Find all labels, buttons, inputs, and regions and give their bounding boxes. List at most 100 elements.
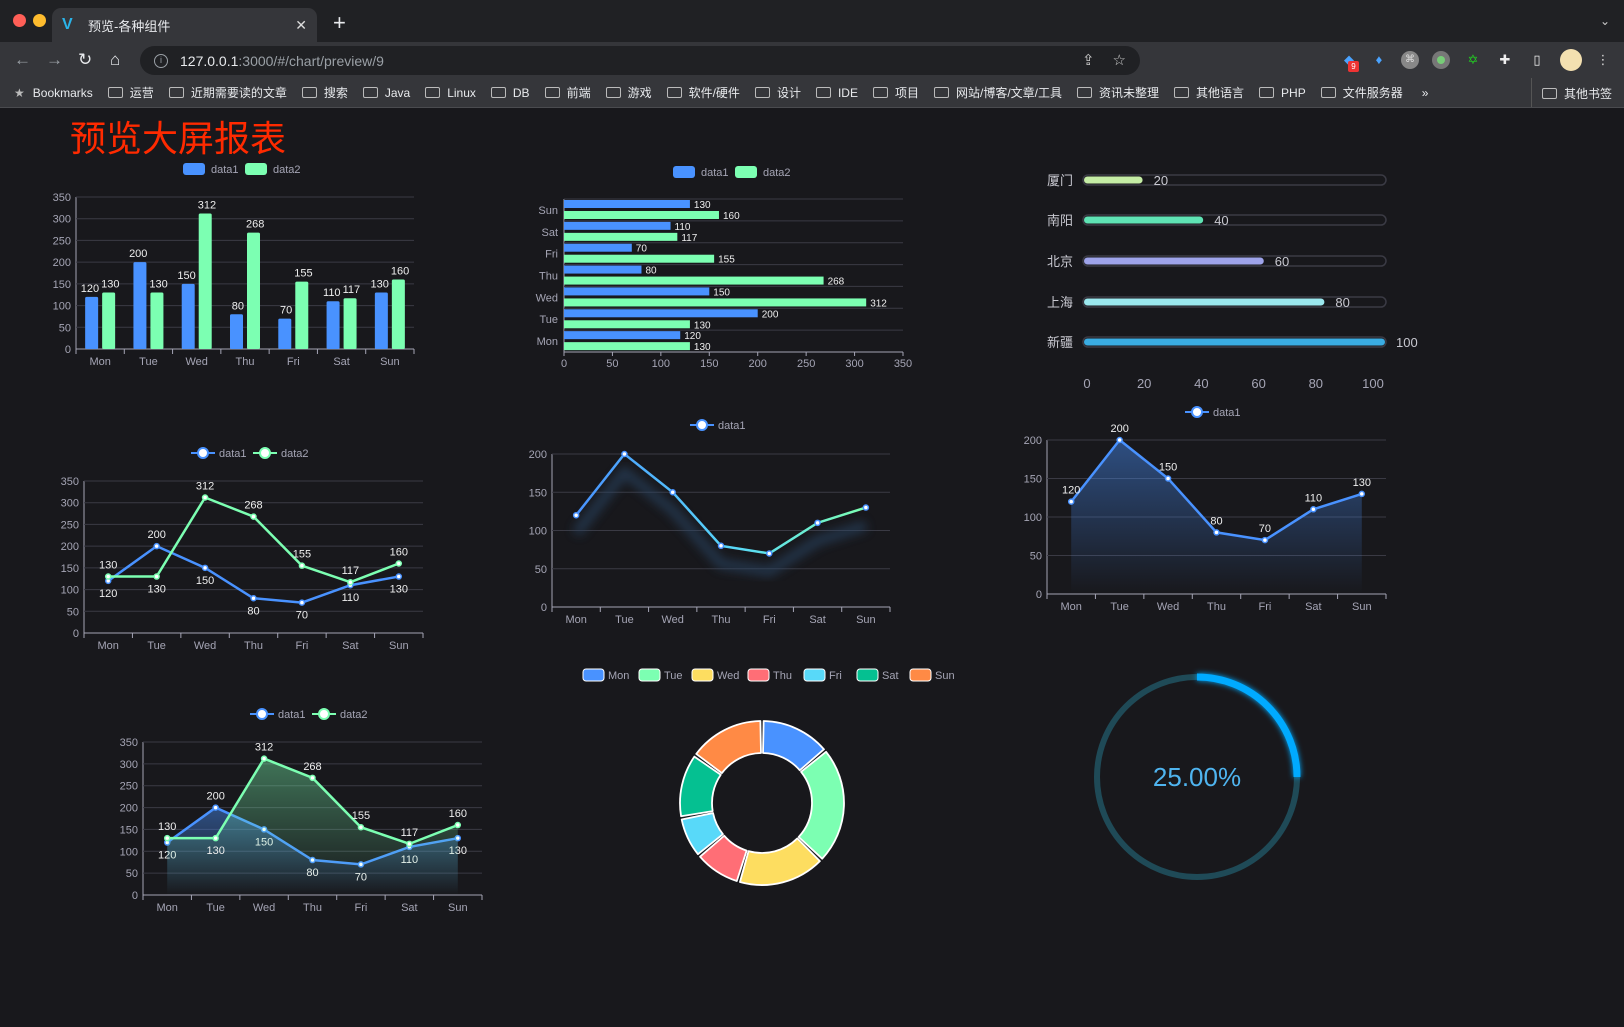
pie-slice-Sat	[679, 755, 722, 818]
folder-icon	[1077, 87, 1092, 98]
bookmark-folder[interactable]: 前端	[544, 84, 591, 101]
bookmark-star-icon[interactable]: ☆	[1112, 52, 1126, 69]
back-icon[interactable]: ←	[14, 50, 31, 69]
bookmark-folder[interactable]: IDE	[815, 84, 858, 101]
point-marker	[621, 450, 628, 458]
legend-item-data2[interactable]: data2	[735, 166, 791, 179]
bookmark-folder[interactable]: DB	[490, 84, 530, 101]
bookmark-folder[interactable]: 设计	[754, 84, 801, 101]
bookmark-folder[interactable]: 项目	[872, 84, 919, 101]
bookmarks-overflow[interactable]: »	[1422, 86, 1429, 100]
bookmark-folder[interactable]: 文件服务器	[1320, 84, 1403, 101]
legend-item-Mon[interactable]: Mon	[582, 668, 629, 682]
legend-item-Wed[interactable]: Wed	[691, 668, 739, 682]
new-tab-button[interactable]: +	[333, 10, 346, 35]
bookmark-folder[interactable]: 搜索	[301, 84, 348, 101]
folder-icon	[362, 87, 378, 98]
legend-item-data1[interactable]: data1	[673, 166, 729, 179]
legend-item-Fri[interactable]: Fri	[803, 668, 842, 682]
command-extension-icon[interactable]: ⌘	[1401, 51, 1419, 69]
point-marker	[347, 578, 354, 586]
legend-item-Tue[interactable]: Tue	[638, 668, 683, 682]
point-marker	[1358, 490, 1366, 498]
bookmarks-button[interactable]: ★ Bookmarks	[14, 86, 93, 100]
y-tick-label: 100	[53, 301, 71, 313]
data-label: 268	[828, 277, 845, 288]
profile-avatar[interactable]	[1560, 49, 1582, 71]
bookmark-folder[interactable]: 软件/硬件	[666, 84, 740, 101]
data-label: 120	[684, 331, 701, 342]
site-info-icon[interactable]: i	[154, 53, 168, 68]
area-data1	[1071, 440, 1362, 594]
menu-icon[interactable]: ⋮	[1596, 52, 1610, 67]
legend-marker-icon	[259, 447, 271, 459]
y-tick-label: 200	[120, 803, 138, 815]
legend-marker-icon	[197, 447, 209, 459]
legend-item-data1[interactable]: data1	[183, 163, 239, 176]
progress-fill	[1084, 257, 1264, 265]
legend-item-data2[interactable]: data2	[312, 708, 368, 721]
bookmark-folder[interactable]: 网站/博客/文章/工具	[933, 84, 1062, 101]
data-label: 80	[1335, 295, 1349, 310]
forward-icon[interactable]: →	[46, 50, 63, 69]
x-tick-label: 300	[845, 358, 863, 370]
data-label: 110	[342, 592, 360, 604]
y-tick-label: Sat	[541, 227, 558, 239]
legend-item-data1[interactable]: data1	[1185, 406, 1241, 419]
x-tick-label: 100	[1362, 376, 1384, 391]
minimize-window-button[interactable]	[33, 14, 46, 27]
x-tick-label: Mon	[98, 640, 119, 652]
legend-item-data2[interactable]: data2	[253, 447, 309, 460]
pie-slice-Fri	[680, 812, 724, 856]
line-shadow	[572, 464, 868, 577]
puzzle-extensions-icon[interactable]: ✚	[1499, 52, 1511, 67]
address-bar[interactable]: i 127.0.0.1:3000/#/chart/preview/9 ⇪ ☆	[140, 46, 1140, 75]
bookmark-folder[interactable]: Linux	[425, 84, 476, 101]
data-label: 268	[244, 500, 262, 512]
legend-item-data2[interactable]: data2	[245, 163, 301, 176]
other-bookmarks[interactable]: 其他书签	[1530, 78, 1612, 107]
y-tick-label: 100	[120, 846, 138, 858]
home-icon[interactable]: ⌂	[110, 50, 121, 69]
x-tick-label: Thu	[244, 640, 263, 652]
bookmark-folder[interactable]: 近期需要读的文章	[168, 84, 287, 101]
legend-item-Sat[interactable]: Sat	[856, 668, 899, 682]
share-icon[interactable]: ⇪	[1081, 52, 1095, 69]
bookmark-folder[interactable]: Java	[362, 84, 410, 101]
point-marker	[1067, 498, 1075, 505]
close-window-button[interactable]	[13, 14, 26, 27]
bookmark-folder[interactable]: 游戏	[605, 84, 652, 101]
extension-icon[interactable]: ◆ 9	[1340, 51, 1359, 72]
data-label: 268	[303, 761, 321, 773]
circle-extension-icon[interactable]	[1432, 51, 1450, 69]
legend-item-Sun[interactable]: Sun	[909, 668, 955, 682]
legend-item-data1[interactable]: data1	[690, 419, 746, 432]
bar-data1	[133, 262, 147, 349]
data-label: 160	[391, 266, 409, 278]
tab-search-chevron-icon[interactable]: ⌄	[1599, 14, 1610, 28]
bookmark-folder[interactable]: PHP	[1259, 84, 1306, 101]
bookmark-folder[interactable]: 运营	[107, 84, 154, 101]
reload-icon[interactable]: ↻	[78, 50, 93, 69]
side-panel-icon[interactable]: ▯	[1533, 52, 1541, 67]
legend-item-Thu[interactable]: Thu	[747, 668, 792, 682]
legend-item-data1[interactable]: data1	[250, 708, 306, 721]
browser-tab[interactable]: V 预览-各种组件 ✕	[52, 8, 317, 42]
bookmark-folder[interactable]: 其他语言	[1174, 84, 1244, 101]
bookmark-folder[interactable]: 资讯未整理	[1077, 84, 1159, 101]
data-label: 110	[323, 287, 341, 299]
legend-item-data1[interactable]: data1	[191, 447, 247, 460]
bar-data2	[391, 279, 405, 349]
data-label: 312	[870, 298, 887, 309]
x-tick-label: Tue	[139, 356, 158, 368]
data-label: 200	[129, 248, 147, 260]
data-label: 60	[1275, 254, 1289, 269]
star-extension-icon[interactable]: ✡	[1467, 52, 1479, 67]
bookmarks-bar: ★ Bookmarks 运营 近期需要读的文章 搜索 Java Linux DB 前端 游戏 软件…	[0, 78, 1624, 108]
close-tab-icon[interactable]: ✕	[295, 16, 307, 33]
data-label: 312	[198, 200, 216, 212]
y-tick-label: Fri	[545, 249, 558, 261]
x-tick-label: Sat	[342, 640, 359, 652]
diamond-extension-icon[interactable]: ♦	[1375, 52, 1383, 67]
y-tick-label: 300	[53, 214, 71, 226]
